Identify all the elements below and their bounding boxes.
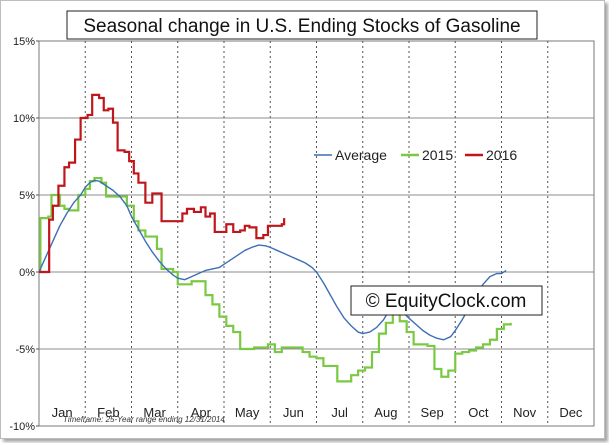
x-tick-label: Dec xyxy=(559,405,583,420)
x-tick-label: Jan xyxy=(52,405,73,420)
title-box xyxy=(66,10,538,40)
series-line-2015 xyxy=(39,176,512,383)
y-tick-label: 15% xyxy=(13,36,35,48)
x-tick-label: Apr xyxy=(191,405,212,420)
plot-area xyxy=(38,40,595,427)
watermark: © EquityClock.com xyxy=(366,291,527,312)
y-tick-label: 0% xyxy=(19,267,35,279)
y-tick-label: 10% xyxy=(13,113,35,125)
watermark-box xyxy=(350,285,543,316)
x-tick-label: Oct xyxy=(468,405,489,420)
x-tick-label: Aug xyxy=(374,405,397,420)
y-tick-label: -10% xyxy=(9,421,35,433)
series-2015 xyxy=(39,176,512,383)
x-tick-label: Sep xyxy=(421,405,444,420)
x-tick-label: Jun xyxy=(283,405,304,420)
series-2016 xyxy=(39,93,286,274)
x-tick-label: May xyxy=(235,405,260,420)
timeframe-note: Timeframe: 25-Year range ending 12/31/20… xyxy=(63,415,225,424)
series-average xyxy=(38,179,507,341)
series-line-2016 xyxy=(39,93,286,274)
legend-label-2015: 2015 xyxy=(422,147,453,163)
series-line-average xyxy=(38,179,507,341)
x-tick-label: Nov xyxy=(513,405,537,420)
x-tick-label: Jul xyxy=(331,405,348,420)
y-tick-label: -5% xyxy=(15,344,35,356)
legend-label-2016: 2016 xyxy=(486,147,517,163)
x-tick-label: Feb xyxy=(97,405,119,420)
chart-svg: 15% 10% 5% 0% -5% -10% Jan Feb Mar Apr May Jun Jul A… xyxy=(9,10,595,433)
chart-title: Seasonal change in U.S. Ending Stocks of… xyxy=(83,16,520,37)
legend-label-average: Average xyxy=(335,147,387,163)
x-tick-label: Mar xyxy=(143,405,166,420)
legend: Average 2015 2016 xyxy=(314,147,517,163)
y-tick-label: 5% xyxy=(19,190,35,202)
